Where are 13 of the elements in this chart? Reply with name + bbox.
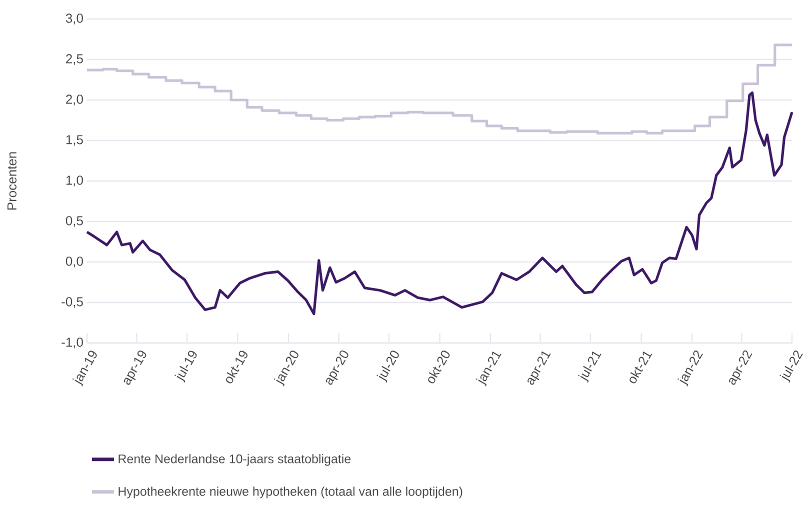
y-axis-title: Procenten xyxy=(7,152,16,210)
line-series xyxy=(86,91,794,316)
y-tick-label: -0,5 xyxy=(62,297,83,308)
legend-label: Rente Nederlandse 10-jaars staatobligatie xyxy=(118,454,351,466)
y-tick-label: 3,0 xyxy=(66,14,83,24)
y-tick-label: 1,5 xyxy=(66,135,83,146)
y-tick-label: 2,5 xyxy=(66,54,83,65)
y-tick-label: 1,0 xyxy=(66,176,83,186)
y-tick-label: -1,0 xyxy=(62,338,83,348)
y-tick-label: 2,0 xyxy=(66,94,83,106)
legend-label: Hypotheekrente nieuwe hypotheken (totaal van alle looptijden) xyxy=(118,486,462,498)
y-tick-label: 0,0 xyxy=(66,256,83,268)
y-tick-label: 0,5 xyxy=(66,216,83,227)
